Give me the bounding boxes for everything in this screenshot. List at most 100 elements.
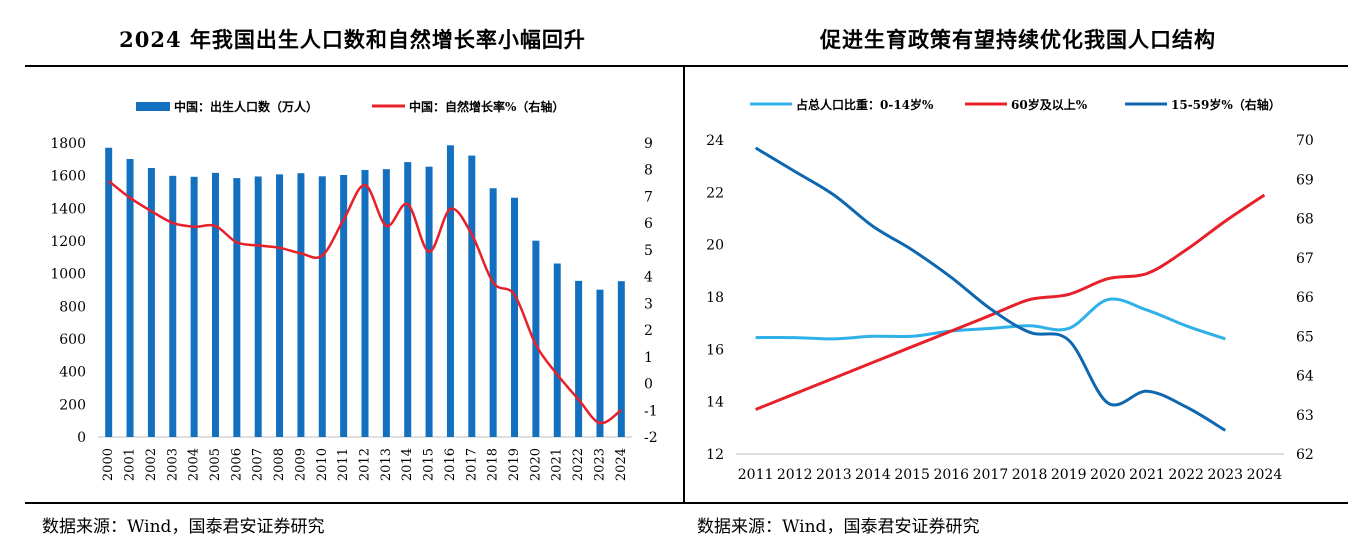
x-tick-label: 2020	[528, 448, 543, 481]
x-tick-label: 2005	[208, 448, 223, 481]
y-left-tick-label: 0	[77, 430, 86, 446]
y-left-tick-label: 22	[706, 185, 724, 201]
left-source-note: 数据来源：Wind，国泰君安证券研究	[42, 517, 325, 537]
y-right-tick-label: 66	[1296, 290, 1314, 306]
y-left-tick-label: 1400	[50, 201, 86, 217]
x-tick-label: 2024	[614, 448, 629, 481]
birth-bar	[425, 166, 433, 437]
natural-growth-rate-line	[107, 180, 623, 425]
y-left-tick-label: 12	[706, 447, 724, 463]
y-right-tick-label: 0	[644, 377, 653, 393]
x-tick-label: 2015	[422, 448, 437, 481]
y-left-tick-label: 800	[59, 299, 86, 315]
birth-bar	[468, 155, 476, 437]
y-left-tick-label: 200	[59, 397, 86, 413]
y-left-tick-label: 1000	[50, 267, 86, 283]
y-right-tick-label: 5	[644, 243, 653, 259]
birth-bar	[575, 280, 583, 437]
x-tick-label: 2012	[358, 448, 373, 481]
y-right-tick-label: 4	[644, 270, 653, 286]
x-tick-label: 2018	[1012, 467, 1048, 483]
y-left-tick-label: 1600	[50, 169, 86, 185]
y-right-tick-label: 70	[1296, 133, 1314, 149]
birth-bar	[340, 175, 348, 437]
x-tick-label: 2014	[400, 448, 415, 481]
x-tick-label: 2015	[894, 467, 930, 483]
birth-population-chart: 0 200 400 600 800 1000 1200 1400 1600 1800 -2 -1 0 1 2…	[50, 99, 658, 481]
x-tick-label: 2009	[293, 448, 308, 481]
y-right-tick-label: -2	[644, 430, 658, 446]
y-left-tick-label: 600	[59, 332, 86, 348]
x-tick-label: 2013	[379, 448, 394, 481]
birth-bar	[190, 176, 198, 437]
y-left-tick-label: 14	[706, 395, 724, 411]
x-tick-label: 2007	[251, 448, 266, 481]
legend-0-14-label: 占总人口比重：0-14岁%	[796, 97, 934, 112]
y-left-tick-label: 1800	[50, 136, 86, 152]
x-tick-label: 2011	[336, 448, 351, 481]
birth-bar	[169, 175, 177, 437]
x-tick-label: 2003	[165, 448, 180, 481]
y-left-tick-label: 1200	[50, 234, 86, 250]
birth-bar	[617, 281, 625, 437]
y-right-tick-label: 7	[644, 189, 653, 205]
birth-bar	[532, 240, 540, 437]
birth-bar	[233, 178, 241, 437]
x-tick-label: 2022	[571, 448, 586, 481]
birth-bar	[511, 197, 519, 437]
y-right-tick-label: -1	[644, 403, 658, 419]
right-source-note: 数据来源：Wind，国泰君安证券研究	[697, 517, 980, 537]
legend-15-59-label: 15-59岁%（右轴）	[1171, 97, 1281, 112]
y-right-tick-label: 8	[644, 163, 653, 179]
x-tick-label: 2020	[1090, 467, 1126, 483]
birth-bar	[553, 263, 561, 437]
x-tick-label: 2023	[592, 448, 607, 481]
panel-divider	[683, 66, 685, 503]
birth-bar	[489, 188, 497, 437]
x-tick-label: 2016	[933, 467, 969, 483]
legend-60-plus-label: 60岁及以上%	[1011, 97, 1088, 112]
birth-bar	[382, 169, 390, 437]
x-tick-label: 2018	[486, 448, 501, 481]
x-tick-label: 2022	[1168, 467, 1204, 483]
right-chart-title: 促进生育政策有望持续优化我国人口结构	[820, 27, 1216, 52]
x-tick-label: 2021	[550, 448, 565, 481]
x-tick-label: 2010	[315, 448, 330, 481]
y-left-tick-label: 24	[706, 133, 724, 149]
x-tick-label: 2012	[777, 467, 813, 483]
birth-bar	[318, 176, 326, 437]
x-tick-label: 2017	[464, 448, 479, 481]
x-tick-label: 2021	[1129, 467, 1165, 483]
x-tick-label: 2011	[738, 467, 774, 483]
age-15-59-share-line	[754, 146, 1227, 432]
x-tick-label: 2019	[507, 448, 522, 481]
y-right-tick-label: 68	[1296, 212, 1314, 228]
legend-label-growth-rate: 中国：自然增长率%（右轴）	[409, 99, 564, 114]
x-tick-label: 2001	[123, 448, 138, 481]
birth-bar	[276, 174, 284, 438]
x-tick-label: 2019	[1051, 467, 1087, 483]
x-tick-label: 2017	[973, 467, 1009, 483]
x-tick-label: 2013	[816, 467, 852, 483]
x-tick-label: 2023	[1207, 467, 1243, 483]
y-right-tick-label: 64	[1296, 369, 1314, 385]
y-right-tick-label: 69	[1296, 172, 1314, 188]
birth-bar	[105, 147, 113, 437]
x-tick-label: 2014	[855, 467, 891, 483]
birth-bar	[254, 176, 262, 437]
x-tick-label: 2024	[1247, 467, 1283, 483]
x-tick-label: 2008	[272, 448, 287, 481]
birth-bar	[147, 167, 155, 438]
birth-bar	[404, 162, 412, 438]
y-left-tick-label: 20	[706, 238, 724, 254]
y-right-tick-label: 3	[644, 296, 653, 312]
left-chart-title: 2024 年我国出生人口数和自然增长率小幅回升	[119, 27, 586, 52]
y-right-tick-label: 63	[1296, 408, 1314, 424]
y-right-tick-label: 2	[644, 323, 653, 339]
birth-bar	[361, 169, 369, 437]
y-right-tick-label: 1	[644, 350, 653, 366]
y-right-tick-label: 9	[644, 136, 653, 152]
legend-label-births: 中国：出生人口数（万人）	[174, 99, 318, 114]
x-tick-label: 2004	[187, 448, 202, 481]
